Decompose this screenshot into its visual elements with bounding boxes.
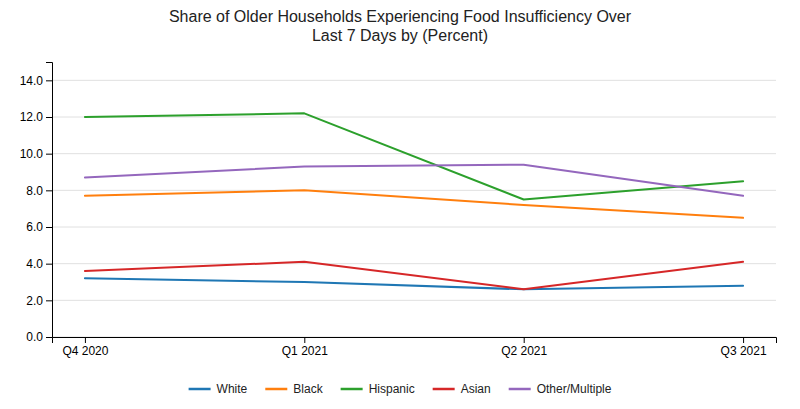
y-tick-label: 8.0 (26, 184, 43, 198)
y-tick-mark (46, 264, 52, 265)
y-tick: 0.0 (26, 330, 52, 344)
x-tick-label: Q1 2021 (282, 344, 328, 358)
legend-label: Black (293, 382, 323, 396)
legend-item: Hispanic (341, 382, 415, 396)
y-tick-label: 2.0 (26, 294, 43, 308)
series-line (85, 278, 743, 289)
series-line (85, 262, 743, 290)
legend-label: Hispanic (369, 382, 415, 396)
legend-label: Other/Multiple (537, 382, 612, 396)
grid-line (52, 190, 776, 191)
y-tick-mark (46, 117, 52, 118)
legend-swatch (265, 388, 287, 391)
y-tick-mark (46, 227, 52, 228)
y-tick-mark (46, 80, 52, 81)
title: Share of Older Households Experiencing F… (169, 8, 632, 44)
chart-container: Share of Older Households Experiencing F… (0, 0, 800, 409)
series-line (85, 113, 743, 199)
legend-label: White (217, 382, 248, 396)
y-tick-label: 12.0 (20, 110, 44, 124)
y-tick: 12.0 (20, 110, 52, 124)
y-axis-line (46, 63, 53, 338)
y-tick-label: 6.0 (26, 220, 43, 234)
lines (85, 113, 743, 289)
grid-line (52, 300, 776, 301)
x-tick-label: Q2 2021 (501, 344, 547, 358)
grid-line (52, 153, 776, 154)
y-tick-mark (46, 300, 52, 301)
x-tick-mark (524, 337, 525, 343)
x-tick-mark (743, 337, 744, 343)
series-line (85, 190, 743, 218)
x-axis-line (53, 338, 777, 344)
grid-line (52, 227, 776, 228)
y-tick-label: 0.0 (26, 330, 43, 344)
grid-line (52, 80, 776, 81)
plot-area: 0.0 2.0 4.0 6.0 8.0 10.0 12.0 14.0 Q4 2020 Q1 202… (20, 63, 777, 358)
x-tick-label: Q4 2020 (62, 344, 108, 358)
x-tick: Q1 2021 (282, 337, 328, 358)
x-tick-label: Q3 2021 (721, 344, 767, 358)
x-axis: Q4 2020 Q1 2021 Q2 2021 Q3 2021 (53, 337, 777, 358)
x-tick: Q4 2020 (62, 337, 108, 358)
y-tick-label: 14.0 (20, 74, 44, 88)
y-tick-label: 4.0 (26, 257, 43, 271)
legend-label: Asian (461, 382, 491, 396)
y-tick-label: 10.0 (20, 147, 44, 161)
legend-swatch (341, 388, 363, 391)
legend-swatch (509, 388, 531, 391)
x-tick: Q2 2021 (501, 337, 547, 358)
legend-item: Black (265, 382, 323, 396)
legend-item: Other/Multiple (509, 382, 612, 396)
legend-swatch (433, 388, 455, 391)
y-tick-mark (46, 154, 52, 155)
grid-line (52, 263, 776, 264)
legend: White Black Hispanic Asian Other/Multiple (189, 382, 612, 396)
legend-item: Asian (433, 382, 491, 396)
y-tick: 10.0 (20, 147, 52, 161)
legend-swatch (189, 388, 211, 391)
y-tick: 4.0 (26, 257, 52, 271)
x-tick-mark (304, 337, 305, 343)
x-tick: Q3 2021 (721, 337, 767, 358)
chart-svg: Share of Older Households Experiencing F… (0, 0, 800, 409)
y-tick: 8.0 (26, 184, 52, 198)
grid (52, 80, 776, 337)
y-tick-mark (46, 337, 52, 338)
legend-item: White (189, 382, 248, 396)
x-tick-mark (85, 337, 86, 343)
y-tick: 6.0 (26, 220, 52, 234)
y-tick: 14.0 (20, 74, 52, 88)
y-tick-mark (46, 190, 52, 191)
series-line (85, 165, 743, 196)
y-tick: 2.0 (26, 294, 52, 308)
y-axis: 0.0 2.0 4.0 6.0 8.0 10.0 12.0 14.0 (20, 63, 53, 345)
